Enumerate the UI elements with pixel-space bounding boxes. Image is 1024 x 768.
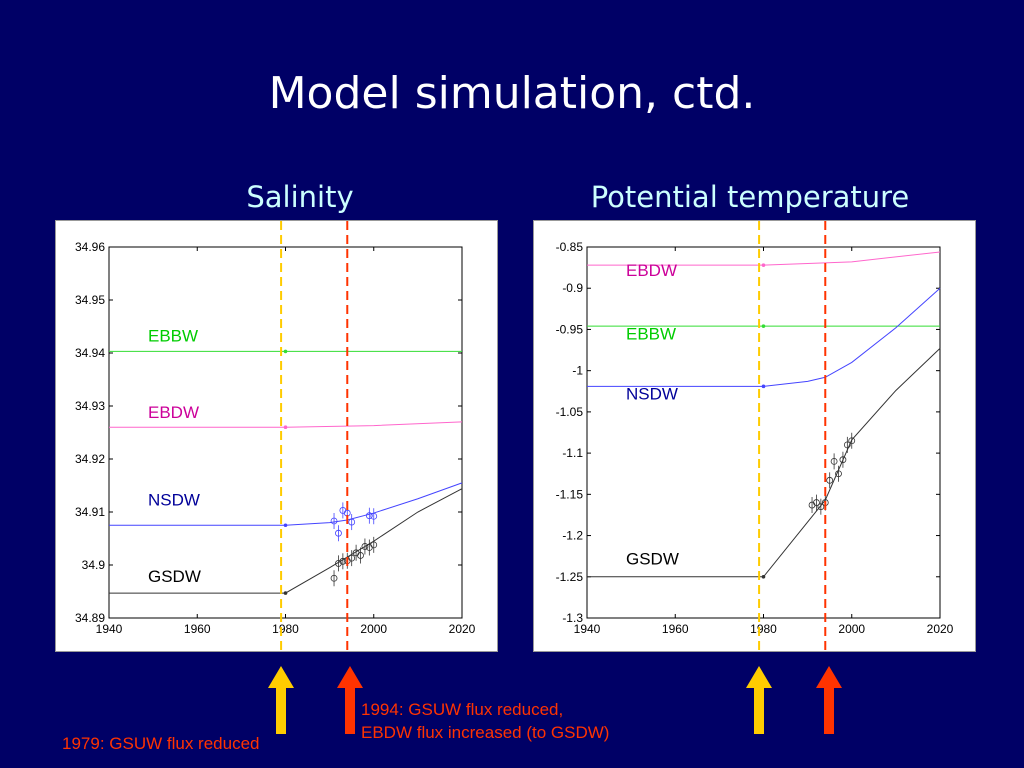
series-line-gsdw bbox=[587, 348, 941, 578]
y-tick-label: -0.85 bbox=[556, 240, 584, 254]
series-marker-nsdw bbox=[761, 384, 766, 389]
series-marker-ebdw bbox=[283, 425, 288, 429]
temperature-chart-panel: 1940 1960 1980 2000 2020 -1.3 -1.25 -1.2 -1.15 -1… bbox=[533, 220, 976, 652]
salinity-chart-panel: 1940 1960 1980 2000 2020 34.89 34.9 34.91 34.92 3… bbox=[55, 220, 498, 652]
x-tick-label: 2020 bbox=[449, 622, 476, 636]
series-marker-ebbw bbox=[283, 349, 288, 354]
arrow-1979-icon bbox=[268, 666, 294, 734]
y-tick-label: 34.96 bbox=[75, 240, 105, 254]
y-tick-label: -1.1 bbox=[562, 446, 583, 460]
y-tick-label: -1.15 bbox=[556, 487, 584, 501]
slide-title: Model simulation, ctd. bbox=[268, 68, 756, 119]
y-tick-label: -1.2 bbox=[562, 529, 583, 543]
plot-frame bbox=[108, 246, 463, 619]
temperature-title: Potential temperature bbox=[590, 180, 910, 214]
y-tick-label: -1.3 bbox=[562, 611, 583, 625]
y-tick-label: 34.92 bbox=[75, 452, 105, 466]
y-tick-label: 34.91 bbox=[75, 505, 105, 519]
obs-point-gsdw bbox=[835, 470, 842, 478]
x-tick-label: 1980 bbox=[272, 622, 299, 636]
y-tick-label: 34.93 bbox=[75, 399, 105, 413]
obs-point-gsdw bbox=[843, 441, 851, 449]
obs-point-gsdw bbox=[813, 499, 820, 506]
x-tick-label: 2000 bbox=[360, 622, 387, 636]
salinity-title: Salinity bbox=[246, 180, 354, 214]
obs-point-gsdw bbox=[370, 541, 378, 549]
obs-point-gsdw bbox=[839, 456, 847, 464]
series-marker-ebbw bbox=[761, 324, 766, 328]
arrow-1994-icon bbox=[337, 666, 363, 734]
obs-point-nsdw bbox=[330, 517, 338, 525]
note-1979: 1979: GSUW flux reduced bbox=[62, 734, 260, 753]
y-tick-label: 34.94 bbox=[75, 346, 105, 360]
x-tick-label: 2020 bbox=[927, 622, 954, 636]
series-label-ebdw: EBDW bbox=[626, 261, 677, 280]
series-label-nsdw: NSDW bbox=[148, 491, 200, 510]
y-tick-label: 34.9 bbox=[82, 558, 106, 572]
x-tick-label: 1960 bbox=[662, 622, 689, 636]
y-tick-label: 34.95 bbox=[75, 293, 105, 307]
series-marker-ebdw bbox=[761, 263, 766, 267]
temperature-chart: 1940 1960 1980 2000 2020 -1.3 -1.25 -1.2 -1.15 -1… bbox=[556, 221, 954, 651]
obs-point-gsdw bbox=[335, 560, 342, 567]
obs-point-nsdw bbox=[348, 518, 356, 526]
x-tick-label: 1940 bbox=[96, 622, 123, 636]
series-line-ebdw bbox=[587, 251, 941, 266]
x-tick-label: 1980 bbox=[750, 622, 777, 636]
note-1994-line1: 1994: GSUW flux reduced, bbox=[361, 700, 564, 719]
note-1994-line2: EBDW flux increased (to GSDW) bbox=[361, 723, 610, 742]
obs-point-gsdw bbox=[817, 503, 825, 511]
y-tick-label: -1 bbox=[572, 364, 583, 378]
obs-point-gsdw bbox=[339, 557, 347, 565]
obs-point-nsdw bbox=[335, 529, 342, 537]
obs-point-gsdw bbox=[330, 574, 338, 582]
obs-point-gsdw bbox=[826, 476, 834, 484]
arrow-1994-icon bbox=[816, 666, 842, 734]
series-marker-gsdw bbox=[283, 591, 288, 595]
series-line-ebdw bbox=[109, 421, 463, 428]
y-tick-label: -1.05 bbox=[556, 405, 584, 419]
obs-point-nsdw bbox=[365, 512, 373, 520]
obs-point-gsdw bbox=[848, 437, 856, 445]
series-label-gsdw: GSDW bbox=[148, 567, 201, 586]
obs-point-gsdw bbox=[830, 457, 838, 465]
obs-point-nsdw bbox=[370, 512, 378, 520]
series-label-gsdw: GSDW bbox=[626, 549, 679, 568]
y-tick-label: -1.25 bbox=[556, 570, 584, 584]
y-tick-label: -0.9 bbox=[562, 281, 583, 295]
arrow-1979-icon bbox=[746, 666, 772, 734]
series-marker-nsdw bbox=[283, 523, 288, 528]
series-label-nsdw: NSDW bbox=[626, 385, 678, 404]
x-tick-label: 1960 bbox=[184, 622, 211, 636]
series-marker-gsdw bbox=[761, 574, 766, 579]
y-tick-label: 34.89 bbox=[75, 611, 105, 625]
x-tick-label: 1940 bbox=[574, 622, 601, 636]
series-label-ebdw: EBDW bbox=[148, 403, 199, 422]
series-label-ebbw: EBBW bbox=[148, 326, 198, 345]
series-label-ebbw: EBBW bbox=[626, 324, 676, 343]
y-tick-label: -0.95 bbox=[556, 322, 584, 336]
obs-point-gsdw bbox=[348, 554, 356, 562]
obs-point-gsdw bbox=[361, 543, 369, 550]
x-tick-label: 2000 bbox=[838, 622, 865, 636]
obs-point-gsdw bbox=[357, 552, 364, 559]
salinity-chart: 1940 1960 1980 2000 2020 34.89 34.9 34.91 34.92 3… bbox=[75, 221, 476, 651]
